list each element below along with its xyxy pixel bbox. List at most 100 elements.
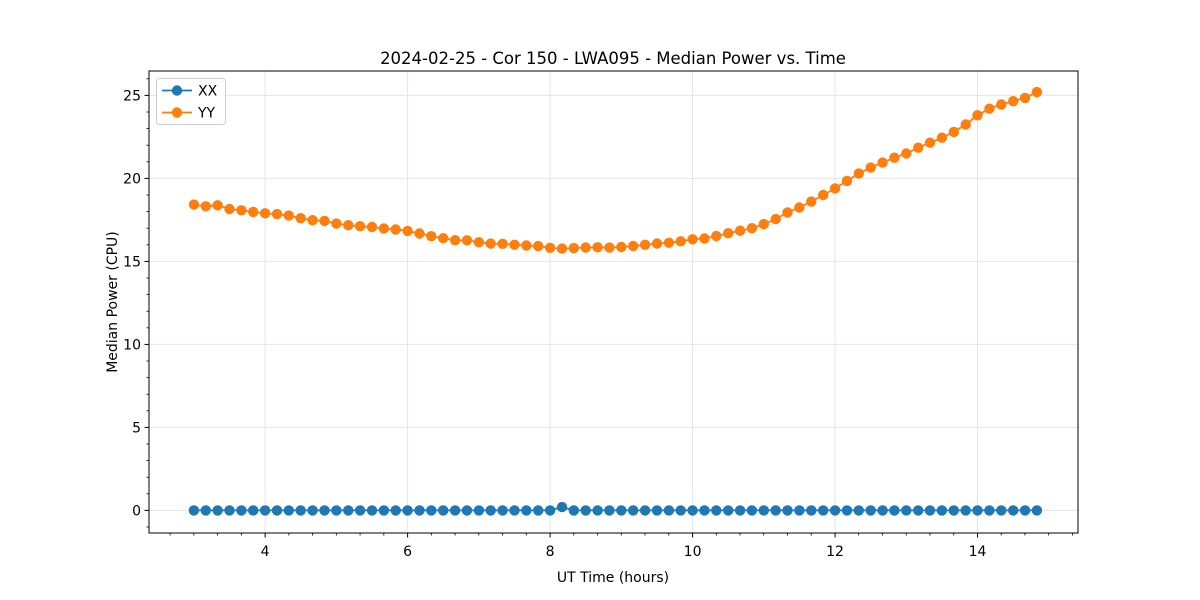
data-point-xx — [1008, 505, 1019, 516]
data-point-xx — [200, 505, 211, 516]
data-point-xx — [390, 505, 401, 516]
data-point-xx — [651, 505, 663, 516]
plot-border — [148, 70, 1079, 534]
data-point-xx — [996, 505, 1007, 516]
data-point-xx — [319, 505, 330, 516]
data-point-xx — [224, 505, 235, 516]
data-point-yy — [319, 215, 330, 227]
data-point-xx — [639, 505, 651, 516]
data-point-yy — [699, 233, 710, 244]
x-tick-label: 6 — [403, 544, 412, 560]
data-point-xx — [212, 505, 223, 516]
y-axis-label: Median Power (CPU) — [105, 231, 121, 373]
legend-label-xx: XX — [198, 84, 218, 100]
data-point-yy — [378, 223, 390, 234]
data-point-xx — [841, 505, 853, 516]
x-tick-label: 12 — [826, 544, 844, 560]
data-point-xx — [746, 505, 758, 516]
data-point-xx — [533, 505, 544, 516]
x-tick-label: 14 — [969, 544, 987, 560]
data-point-xx — [1031, 505, 1043, 516]
data-point-yy — [794, 202, 805, 213]
data-point-xx — [343, 505, 354, 516]
data-point-xx — [723, 505, 734, 516]
data-point-yy — [960, 119, 971, 130]
data-point-xx — [248, 505, 259, 516]
data-point-xx — [924, 505, 936, 516]
data-point-xx — [936, 505, 948, 516]
data-point-xx — [485, 505, 496, 516]
data-point-xx — [663, 505, 675, 516]
data-point-yy — [497, 238, 508, 249]
data-point-xx — [271, 505, 283, 516]
data-point-xx — [616, 505, 627, 516]
data-point-yy — [461, 235, 473, 246]
data-point-yy — [200, 201, 211, 212]
data-point-yy — [604, 242, 615, 253]
data-point-yy — [307, 215, 318, 226]
data-point-yy — [711, 230, 722, 242]
data-point-xx — [901, 505, 912, 516]
data-point-yy — [675, 236, 686, 247]
data-point-xx — [628, 505, 639, 516]
data-point-xx — [259, 505, 271, 516]
data-point-yy — [936, 132, 948, 143]
data-point-xx — [734, 505, 746, 516]
data-point-yy — [473, 237, 485, 248]
data-point-xx — [984, 505, 995, 516]
data-point-yy — [901, 148, 912, 159]
data-point-yy — [592, 242, 603, 253]
data-point-yy — [354, 221, 366, 232]
data-point-yy — [616, 241, 627, 253]
data-point-yy — [723, 228, 734, 239]
data-point-xx — [283, 505, 294, 516]
data-point-yy — [580, 242, 591, 253]
data-point-yy — [390, 224, 401, 235]
data-point-xx — [438, 505, 449, 516]
y-tick-label: 5 — [132, 420, 141, 436]
data-point-xx — [1019, 505, 1031, 516]
data-point-yy — [509, 239, 520, 250]
data-point-xx — [675, 505, 686, 516]
legend: XX YY — [156, 78, 226, 125]
x-tick-label: 8 — [546, 544, 555, 560]
data-point-xx — [794, 505, 805, 516]
data-point-xx — [806, 505, 817, 516]
data-point-xx — [770, 505, 781, 516]
data-point-yy — [972, 110, 983, 121]
data-point-xx — [592, 505, 603, 516]
data-point-yy — [271, 208, 283, 220]
data-point-yy — [438, 233, 449, 244]
data-point-xx — [366, 505, 378, 516]
data-point-yy — [259, 208, 271, 219]
data-point-yy — [1019, 92, 1031, 104]
data-point-yy — [1008, 96, 1019, 107]
data-point-yy — [485, 238, 496, 249]
data-point-yy — [913, 142, 924, 153]
data-point-yy — [746, 223, 758, 234]
data-point-yy — [841, 175, 853, 187]
data-point-yy — [889, 152, 900, 163]
chart-title: 2024-02-25 - Cor 150 - LWA095 - Median P… — [380, 49, 846, 68]
y-tick-label: 20 — [123, 171, 141, 187]
data-point-yy — [366, 221, 378, 233]
data-point-xx — [829, 505, 841, 516]
data-point-yy — [188, 199, 200, 210]
data-point-xx — [687, 505, 698, 516]
x-tick-label: 4 — [261, 544, 270, 560]
data-point-xx — [889, 505, 900, 516]
data-point-yy — [402, 225, 413, 237]
data-point-yy — [556, 243, 568, 254]
data-point-xx — [331, 505, 342, 516]
data-point-xx — [556, 501, 568, 513]
data-point-yy — [996, 99, 1007, 110]
legend-marker-yy — [171, 107, 183, 118]
y-tick-label: 0 — [132, 503, 141, 519]
data-point-xx — [307, 505, 318, 516]
x-axis-label: UT Time (hours) — [557, 570, 669, 586]
data-point-yy — [924, 137, 936, 148]
data-point-xx — [426, 505, 437, 516]
data-point-yy — [343, 220, 354, 231]
data-point-yy — [687, 234, 698, 245]
